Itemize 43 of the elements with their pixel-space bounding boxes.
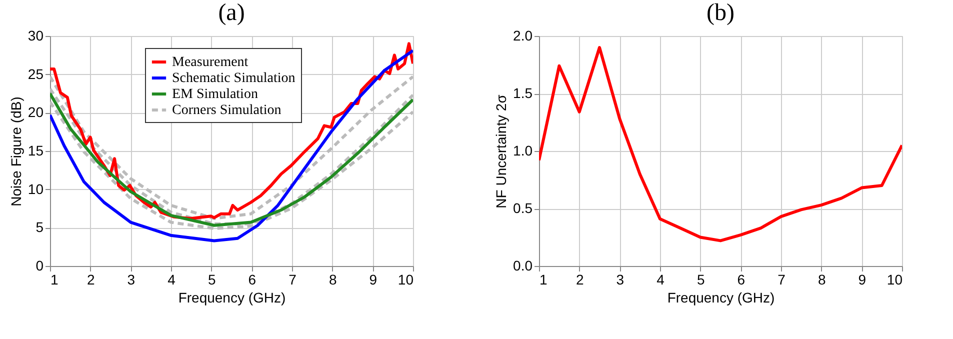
- x-tick-label: 8: [328, 272, 337, 288]
- y-tick-label: 30: [28, 28, 44, 44]
- legend-label: Schematic Simulation: [172, 71, 296, 86]
- x-tick-label: 8: [818, 272, 826, 288]
- line-series: [539, 46, 902, 242]
- y-tick-label: 15: [28, 142, 44, 158]
- x-tick-label: 1: [50, 272, 58, 288]
- y-tick-label: 10: [28, 180, 44, 197]
- y-tick-label: 5: [36, 219, 44, 236]
- x-axis-title: Frequency (GHz): [667, 290, 775, 306]
- x-tick-label: 7: [288, 272, 297, 288]
- y-tick-label: 0.5: [513, 200, 533, 216]
- y-tick-label: 0: [36, 258, 44, 274]
- x-tick-label: 9: [369, 272, 378, 288]
- x-tick-label: 2: [576, 272, 584, 288]
- x-tick-label: 1: [540, 272, 548, 288]
- x-tick-label: 10: [398, 272, 414, 288]
- x-tick-label: 6: [737, 272, 746, 288]
- x-tick-label: 4: [656, 272, 665, 288]
- x-tick-label: 5: [696, 272, 705, 288]
- x-tick-label: 3: [127, 272, 136, 288]
- x-tick-label: 2: [86, 272, 95, 288]
- legend-label: Measurement: [172, 55, 248, 70]
- legend-label: EM Simulation: [172, 87, 258, 102]
- x-tick-label: 5: [208, 272, 216, 288]
- chart-title: (a): [218, 0, 245, 26]
- x-tick-label: 6: [248, 272, 256, 288]
- x-tick-label: 10: [886, 272, 903, 288]
- y-axis-title: Noise Figure (dB): [8, 96, 24, 206]
- y-tick-label: 0.0: [513, 258, 533, 274]
- y-tick-label: 1.5: [513, 85, 533, 101]
- chart-title: (b): [706, 0, 734, 26]
- y-axis-title: NF Uncertainty 2σ: [493, 94, 510, 208]
- x-tick-label: 4: [168, 272, 176, 288]
- y-tick-label: 1.0: [513, 142, 533, 158]
- y-tick-label: 2.0: [513, 28, 533, 44]
- y-tick-label: 25: [28, 66, 44, 82]
- x-tick-label: 9: [858, 272, 866, 288]
- y-tick-label: 20: [28, 104, 44, 120]
- x-axis-title: Frequency (GHz): [178, 290, 286, 306]
- x-tick-label: 3: [616, 272, 624, 288]
- legend-label: Corners Simulation: [172, 103, 282, 118]
- x-tick-label: 7: [778, 272, 786, 288]
